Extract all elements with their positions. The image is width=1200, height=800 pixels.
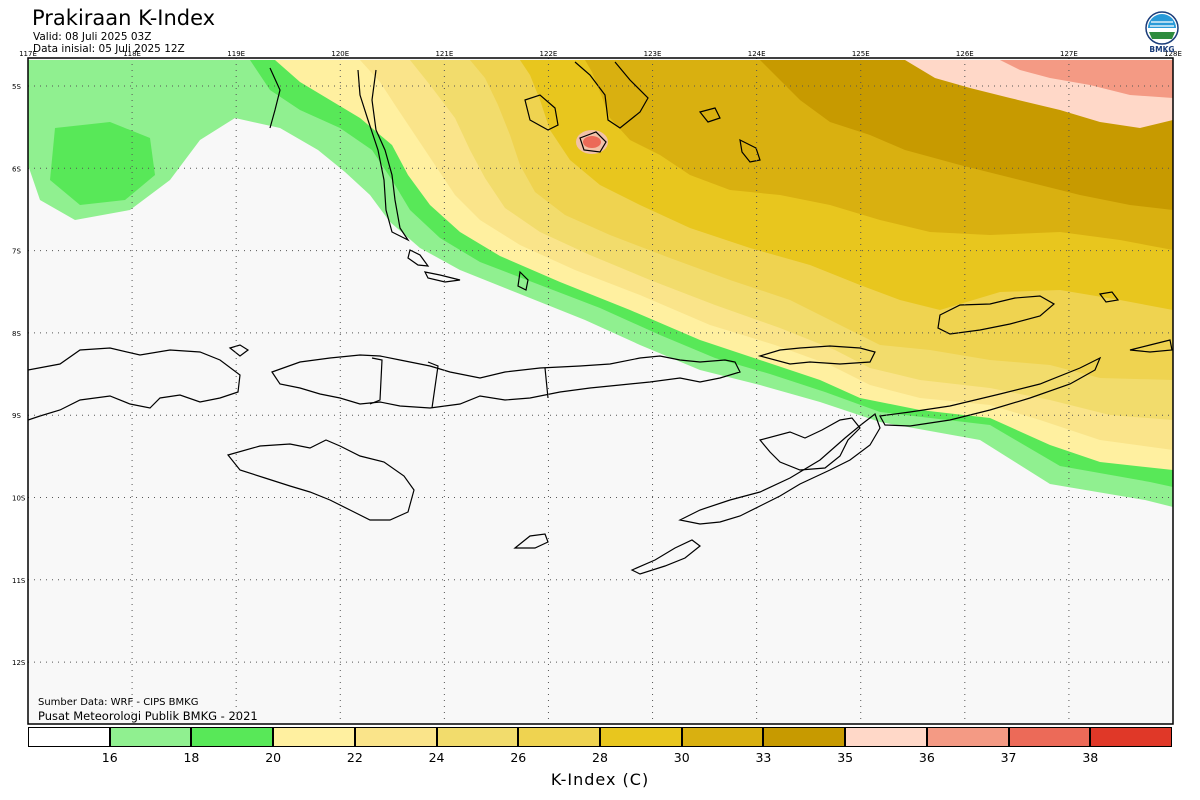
map-title: Prakiraan K-Index [32, 6, 216, 30]
latitude-label: 8S [12, 330, 21, 338]
colorbar-label: 38 [1082, 750, 1099, 765]
colorbar-segment [845, 727, 927, 747]
latitude-labels: 5S 6S 7S 8S 9S 10S 11S 12S [12, 83, 26, 667]
colorbar-segment [28, 727, 110, 747]
latitude-label: 12S [12, 659, 26, 667]
colorbar-segment [1090, 727, 1172, 747]
colorbar-segment [273, 727, 355, 747]
graticule [28, 58, 1173, 724]
colorbar-segment [681, 727, 764, 747]
colorbar-segment [763, 727, 846, 747]
bmkg-logo-icon [1145, 11, 1179, 45]
longitude-label: 124E [748, 50, 766, 58]
latitude-label: 7S [12, 248, 21, 256]
colorbar-label: 22 [346, 750, 363, 765]
logo-text: BMKG [1149, 45, 1175, 54]
bmkg-logo: BMKG [1142, 8, 1182, 56]
coastlines [28, 61, 1173, 575]
colorbar-segment [191, 727, 274, 747]
longitude-label: 120E [331, 50, 349, 58]
k-index-band-18-20-west [50, 122, 155, 205]
longitude-label: 126E [956, 50, 974, 58]
colorbar-label: 33 [755, 750, 772, 765]
map-frame [27, 57, 1174, 725]
longitude-label: 117E [19, 50, 37, 58]
colorbar-segment [600, 727, 682, 747]
colorbar-title: K-Index (C) [550, 770, 650, 789]
longitude-label: 118E [123, 50, 141, 58]
colorbar-segment [354, 727, 437, 747]
colorbar-segment [436, 727, 519, 747]
colorbar-label: 26 [510, 750, 527, 765]
colorbar-segment [518, 727, 600, 747]
colorbar-label: 30 [673, 750, 690, 765]
latitude-label: 11S [12, 577, 26, 585]
latitude-label: 10S [12, 495, 26, 503]
latitude-label: 5S [12, 83, 21, 91]
colorbar-segment [1008, 727, 1091, 747]
colorbar-label: 16 [101, 750, 118, 765]
longitude-label: 119E [227, 50, 245, 58]
organization-credit: Pusat Meteorologi Publik BMKG - 2021 [38, 709, 258, 723]
longitude-label: 122E [540, 50, 558, 58]
colorbar-label: 35 [837, 750, 854, 765]
colorbar-label: 36 [918, 750, 935, 765]
longitude-label: 123E [644, 50, 662, 58]
colorbar-segment [926, 727, 1009, 747]
latitude-label: 9S [12, 412, 21, 420]
longitude-label: 125E [852, 50, 870, 58]
latitude-label: 6S [12, 165, 21, 173]
longitude-label: 128E [1164, 50, 1182, 58]
longitude-labels: 117E 118E 119E 120E 121E 122E 123E 124E 125E 126E… [19, 50, 1182, 58]
colorbar-segment [109, 727, 192, 747]
longitude-label: 121E [435, 50, 453, 58]
longitude-label: 127E [1060, 50, 1078, 58]
k-index-band-36-37 [1000, 60, 1173, 98]
initial-data-time: Data inisial: 05 Juli 2025 12Z [33, 43, 185, 55]
valid-time: Valid: 08 Juli 2025 03Z [33, 31, 152, 43]
colorbar-label: 24 [428, 750, 445, 765]
colorbar-label: 28 [592, 750, 608, 765]
colorbar-label: 18 [183, 750, 200, 765]
colorbar-label: 37 [1000, 750, 1017, 765]
data-source: Sumber Data: WRF - CIPS BMKG [38, 697, 199, 708]
colorbar-label: 20 [265, 750, 282, 765]
